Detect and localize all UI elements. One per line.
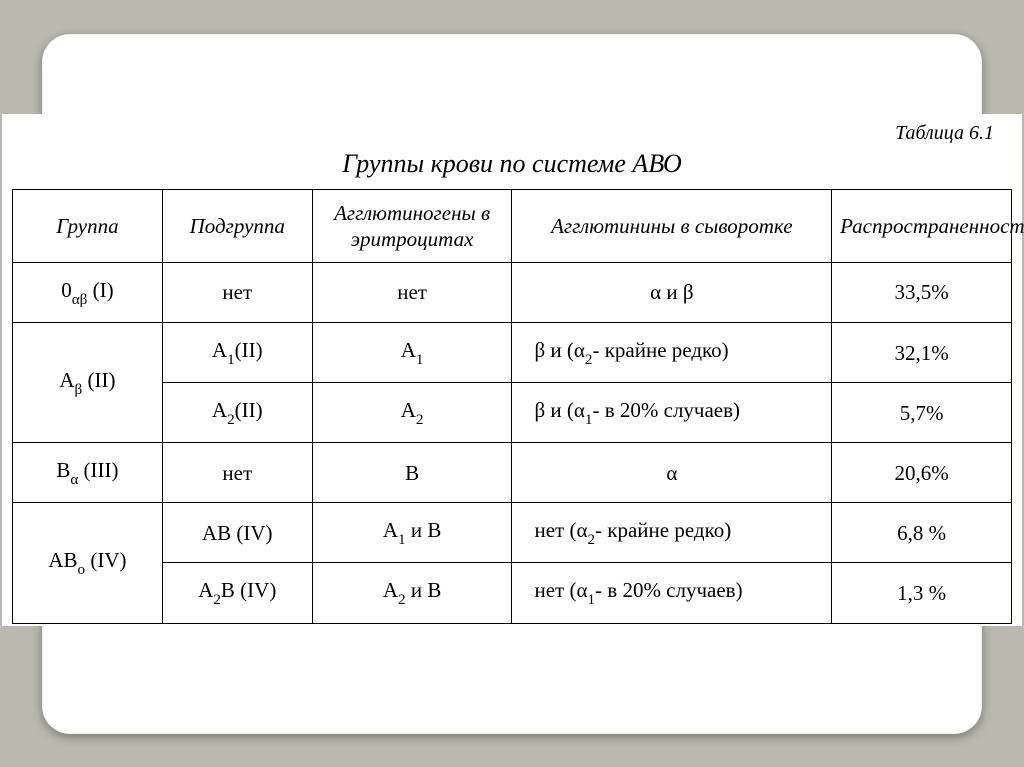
col-agglutinins: Агглютинины в сыворотке xyxy=(512,189,832,263)
cell-subgroup: A2B (IV) xyxy=(162,563,312,623)
cell-freq: 6,8 % xyxy=(832,503,1012,563)
col-subgroup: Подгруппа xyxy=(162,189,312,263)
table-row: ABo (IV) AB (IV) A1 и B нет (α2- крайне … xyxy=(13,503,1012,563)
cell-agen: A1 xyxy=(312,323,512,383)
table-title: Группы крови по системе АВО xyxy=(12,147,1012,189)
cell-group: Aβ (II) xyxy=(13,323,163,443)
cell-agen: A2 и B xyxy=(312,563,512,623)
cell-agen: нет xyxy=(312,263,512,323)
cell-agen: B xyxy=(312,443,512,503)
table-row: Aβ (II) A1(II) A1 β и (α2- крайне редко)… xyxy=(13,323,1012,383)
card-frame: Таблица 6.1 Группы крови по системе АВО … xyxy=(42,34,982,734)
table-sheet: Таблица 6.1 Группы крови по системе АВО … xyxy=(2,114,1022,626)
cell-subgroup: нет xyxy=(162,443,312,503)
cell-anin: нет (α2- крайне редко) xyxy=(512,503,832,563)
cell-anin: α и β xyxy=(512,263,832,323)
cell-freq: 32,1% xyxy=(832,323,1012,383)
col-group: Группа xyxy=(13,189,163,263)
cell-group: ABo (IV) xyxy=(13,503,163,623)
table-row: A2B (IV) A2 и B нет (α1- в 20% случаев) … xyxy=(13,563,1012,623)
table-number-label: Таблица 6.1 xyxy=(12,122,1012,147)
cell-agen: A1 и B xyxy=(312,503,512,563)
cell-anin: нет (α1- в 20% случаев) xyxy=(512,563,832,623)
cell-subgroup: A2(II) xyxy=(162,383,312,443)
cell-subgroup: A1(II) xyxy=(162,323,312,383)
col-agglutinogens: Агглютиногены в эритроцитах xyxy=(312,189,512,263)
cell-freq: 5,7% xyxy=(832,383,1012,443)
cell-group: 0αβ (I) xyxy=(13,263,163,323)
cell-freq: 33,5% xyxy=(832,263,1012,323)
blood-groups-table: Группа Подгруппа Агглютиногены в эритроц… xyxy=(12,189,1012,624)
table-row: A2(II) A2 β и (α1- в 20% случаев) 5,7% xyxy=(13,383,1012,443)
table-row: 0αβ (I) нет нет α и β 33,5% xyxy=(13,263,1012,323)
table-row: Bα (III) нет B α 20,6% xyxy=(13,443,1012,503)
cell-freq: 1,3 % xyxy=(832,563,1012,623)
cell-anin: α xyxy=(512,443,832,503)
cell-agen: A2 xyxy=(312,383,512,443)
cell-group: Bα (III) xyxy=(13,443,163,503)
col-frequency: Распространенность xyxy=(832,189,1012,263)
cell-subgroup: AB (IV) xyxy=(162,503,312,563)
cell-anin: β и (α1- в 20% случаев) xyxy=(512,383,832,443)
cell-freq: 20,6% xyxy=(832,443,1012,503)
cell-anin: β и (α2- крайне редко) xyxy=(512,323,832,383)
table-header-row: Группа Подгруппа Агглютиногены в эритроц… xyxy=(13,189,1012,263)
cell-subgroup: нет xyxy=(162,263,312,323)
